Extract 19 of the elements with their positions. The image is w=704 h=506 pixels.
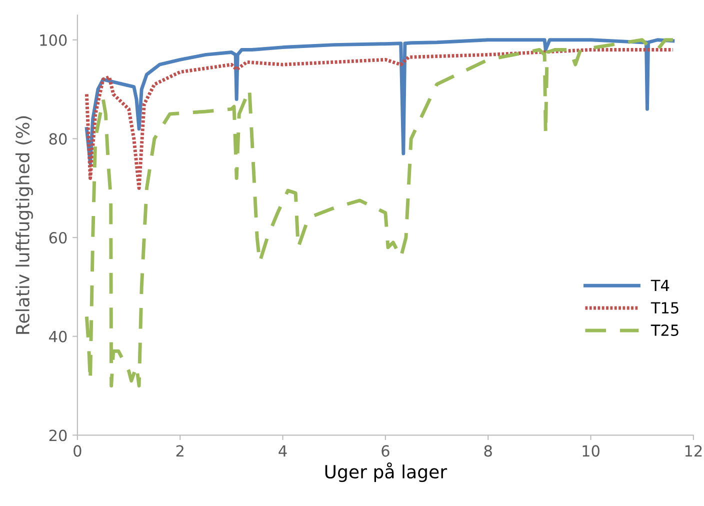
y-tick-label: 80 (49, 133, 67, 145)
x-tick-label: 4 (278, 445, 287, 456)
x-tick-label: 12 (685, 445, 702, 456)
legend-label: T15 (650, 302, 678, 314)
y-tick-label: 100 (40, 34, 67, 46)
y-tick-label: 40 (49, 330, 67, 342)
text: Uger på lager (325, 462, 448, 482)
y-tick-label: 20 (49, 430, 67, 442)
y-axis-title: Relativ luftfugtighed (%) (16, 116, 33, 334)
legend-label: T25 (650, 324, 678, 336)
line-series (84, 38, 675, 166)
line-series (84, 48, 675, 190)
x-tick-label: 6 (382, 445, 390, 457)
x-tick-label: 2 (176, 445, 184, 456)
x-tick-label: 0 (74, 445, 82, 457)
x-tick-label: 8 (484, 445, 492, 457)
y-tick-label: 60 (49, 232, 67, 244)
legend-label: T4 (650, 280, 670, 291)
x-tick-label: 10 (582, 445, 600, 457)
